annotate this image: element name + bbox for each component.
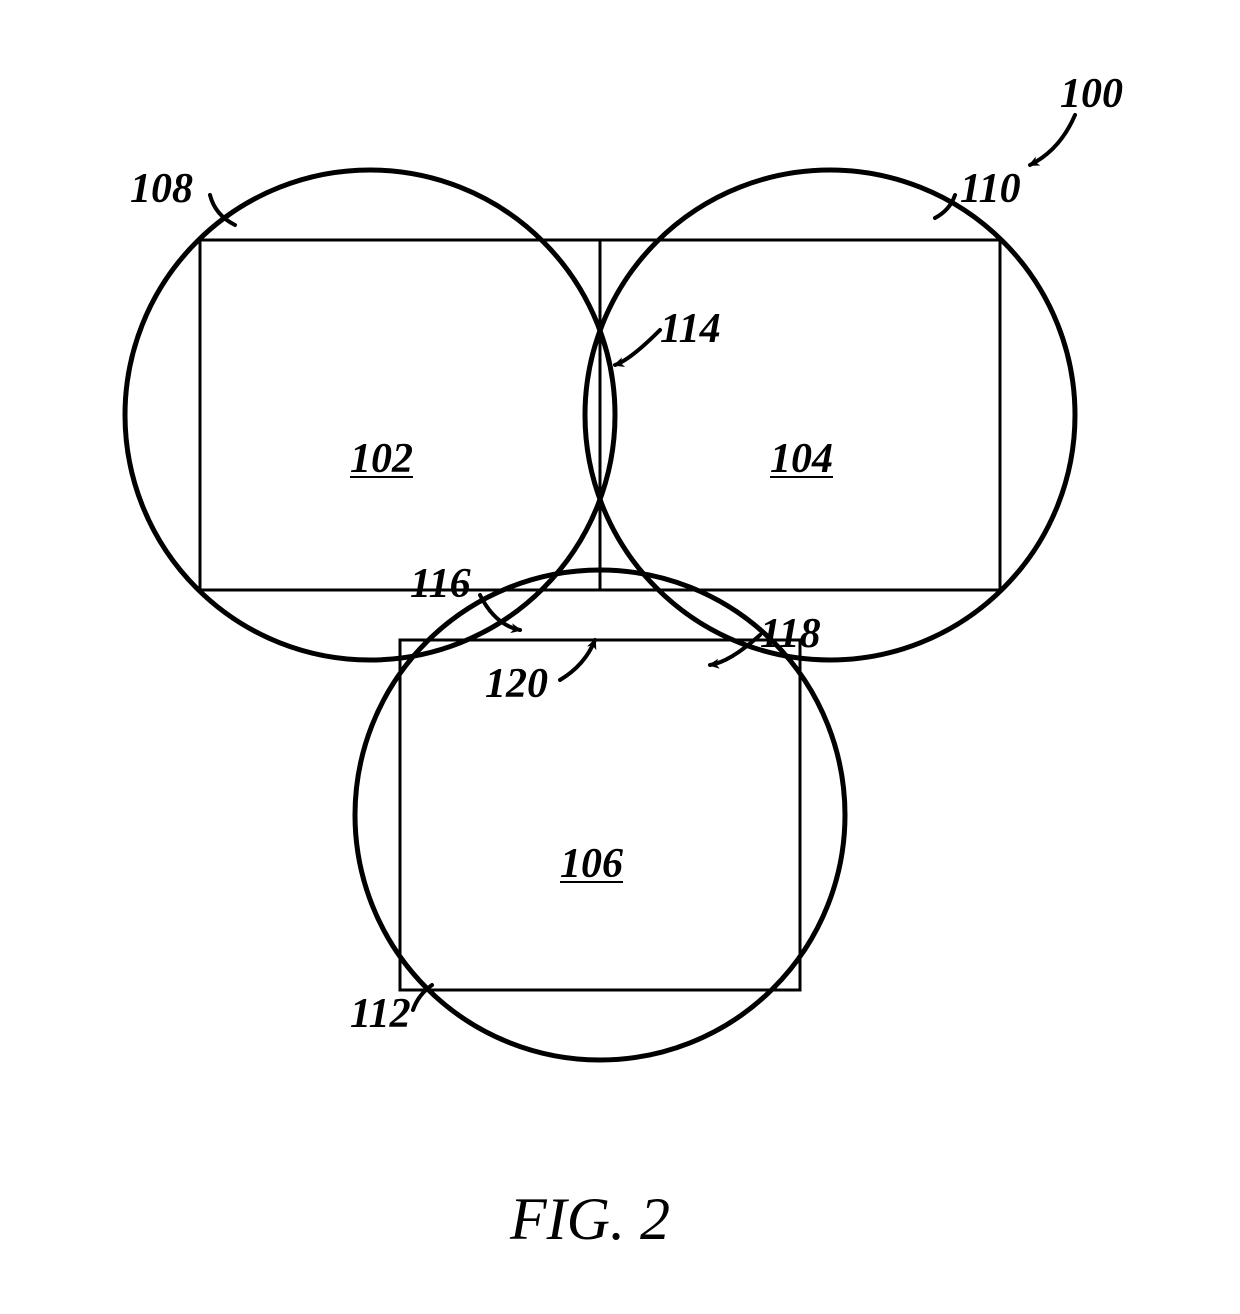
ref-label-118: 118 xyxy=(760,610,821,658)
leader-line xyxy=(1030,115,1075,165)
ref-label-100: 100 xyxy=(1060,70,1123,118)
leader-line xyxy=(615,330,660,365)
leader-line xyxy=(560,640,595,680)
rect-106 xyxy=(400,640,800,990)
figure-stage: 100 108 110 102 104 116 114 118 120 106 112 FIG. 2 xyxy=(0,0,1240,1314)
rect-104 xyxy=(600,240,1000,590)
ref-label-102: 102 xyxy=(350,435,413,483)
ref-label-116: 116 xyxy=(410,560,471,608)
ref-label-112: 112 xyxy=(350,990,411,1038)
ref-label-120: 120 xyxy=(485,660,548,708)
ref-label-104: 104 xyxy=(770,435,833,483)
ref-label-106: 106 xyxy=(560,840,623,888)
ref-label-110: 110 xyxy=(960,165,1021,213)
figure-caption: FIG. 2 xyxy=(510,1185,670,1254)
rect-102 xyxy=(200,240,600,590)
ref-label-108: 108 xyxy=(130,165,193,213)
ref-label-114: 114 xyxy=(660,305,721,353)
